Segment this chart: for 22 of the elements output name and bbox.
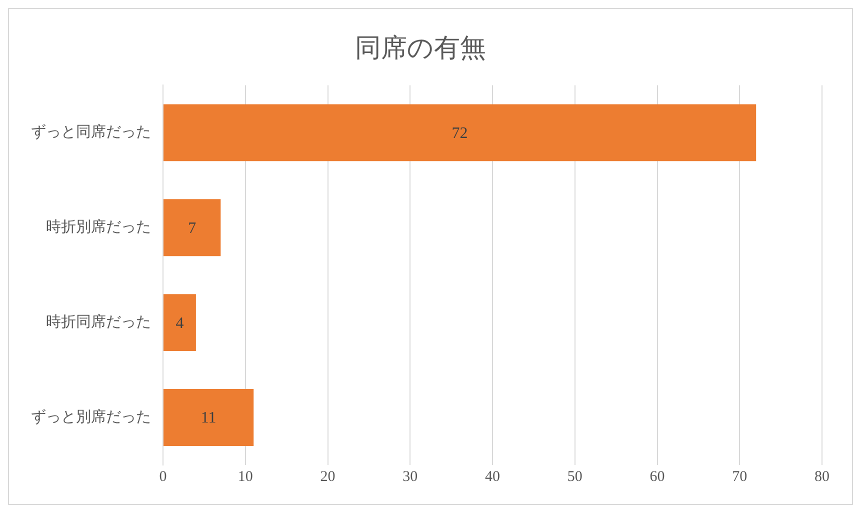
y-tick-label: 時折同席だった [46,314,151,331]
data-label: 7 [188,220,196,237]
y-tick-label: ずっと同席だった [31,124,151,141]
x-tick-label: 30 [402,468,418,485]
data-label: 4 [176,314,184,332]
x-tick-label: 0 [159,468,167,485]
y-tick-label: ずっと別席だった [31,408,151,426]
data-label: 11 [200,410,216,427]
x-tick-label: 10 [238,468,253,485]
bar [164,389,254,446]
x-tick-label: 40 [485,468,500,485]
data-label: 72 [452,124,468,142]
x-tick-label: 50 [567,468,582,485]
x-tick-label: 20 [320,468,336,485]
x-tick-label: 70 [732,468,748,485]
bar [164,199,221,256]
y-tick-label: 時折別席だった [46,218,151,236]
bar [164,104,756,162]
x-tick-label: 80 [814,468,830,485]
x-tick-label: 60 [650,468,665,485]
bar [164,294,196,352]
chart-title: 同席の有無 [355,33,486,64]
